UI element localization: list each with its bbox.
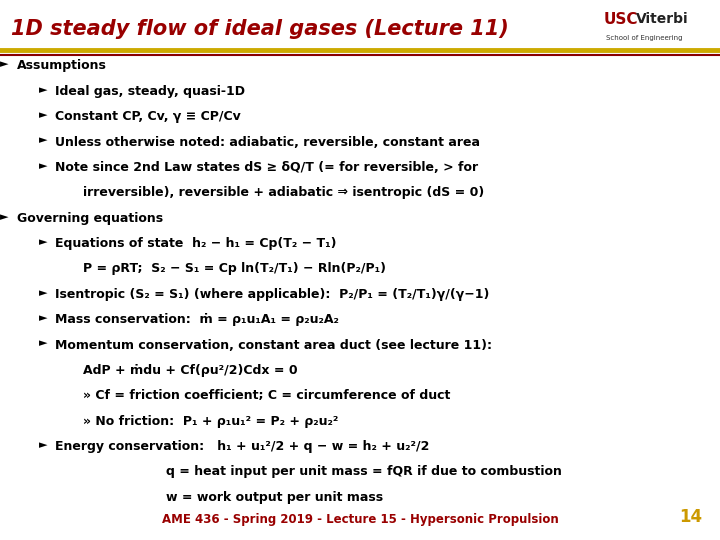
Text: AME 436 - Spring 2019 - Lecture 15 - Hypersonic Propulsion: AME 436 - Spring 2019 - Lecture 15 - Hyp… <box>161 514 559 526</box>
Text: Ideal gas, steady, quasi-1D: Ideal gas, steady, quasi-1D <box>55 85 246 98</box>
Text: ►: ► <box>39 85 48 95</box>
Text: ►: ► <box>39 237 48 247</box>
Text: Energy conservation:   h₁ + u₁²/2 + q − w = h₂ + u₂²/2: Energy conservation: h₁ + u₁²/2 + q − w … <box>55 440 430 453</box>
Text: 1D steady flow of ideal gases (Lecture 11): 1D steady flow of ideal gases (Lecture 1… <box>11 19 508 39</box>
Text: Assumptions: Assumptions <box>17 59 107 72</box>
Text: Isentropic (S₂ = S₁) (where applicable):  P₂/P₁ = (T₂/T₁)γ/(γ−1): Isentropic (S₂ = S₁) (where applicable):… <box>55 288 490 301</box>
Text: ►: ► <box>0 212 9 222</box>
Text: P = ρRT;  S₂ − S₁ = Cp ln(T₂/T₁) − Rln(P₂/P₁): P = ρRT; S₂ − S₁ = Cp ln(T₂/T₁) − Rln(P₂… <box>83 262 386 275</box>
Text: q = heat input per unit mass = fQR if due to combustion: q = heat input per unit mass = fQR if du… <box>166 465 562 478</box>
Text: Equations of state  h₂ − h₁ = Cp(T₂ − T₁): Equations of state h₂ − h₁ = Cp(T₂ − T₁) <box>55 237 337 250</box>
Text: Constant CP, Cv, γ ≡ CP/Cv: Constant CP, Cv, γ ≡ CP/Cv <box>55 110 241 123</box>
Text: ►: ► <box>39 313 48 323</box>
Text: ►: ► <box>39 339 48 349</box>
Text: ►: ► <box>39 161 48 171</box>
Text: USC: USC <box>603 12 638 27</box>
Text: » Cf = friction coefficient; C = circumference of duct: » Cf = friction coefficient; C = circumf… <box>83 389 450 402</box>
Text: ►: ► <box>39 440 48 450</box>
Text: Note since 2nd Law states dS ≥ δQ/T (= for reversible, > for: Note since 2nd Law states dS ≥ δQ/T (= f… <box>55 161 479 174</box>
Text: School of Engineering: School of Engineering <box>606 35 682 40</box>
Text: » No friction:  P₁ + ρ₁u₁² = P₂ + ρ₂u₂²: » No friction: P₁ + ρ₁u₁² = P₂ + ρ₂u₂² <box>83 415 338 428</box>
Text: 14: 14 <box>679 509 702 526</box>
Text: ►: ► <box>39 288 48 298</box>
Text: w = work output per unit mass: w = work output per unit mass <box>166 491 383 504</box>
Text: ►: ► <box>0 59 9 70</box>
Text: ►: ► <box>39 110 48 120</box>
Text: ►: ► <box>39 136 48 146</box>
Text: Governing equations: Governing equations <box>17 212 163 225</box>
Text: AdP + ṁdu + Cf(ρu²/2)Cdx = 0: AdP + ṁdu + Cf(ρu²/2)Cdx = 0 <box>83 364 297 377</box>
Text: Unless otherwise noted: adiabatic, reversible, constant area: Unless otherwise noted: adiabatic, rever… <box>55 136 480 148</box>
Text: Viterbi: Viterbi <box>636 12 688 26</box>
Text: irreversible), reversible + adiabatic ⇒ isentropic (dS = 0): irreversible), reversible + adiabatic ⇒ … <box>83 186 484 199</box>
Text: Mass conservation:  ṁ = ρ₁u₁A₁ = ρ₂u₂A₂: Mass conservation: ṁ = ρ₁u₁A₁ = ρ₂u₂A₂ <box>55 313 339 326</box>
Text: Momentum conservation, constant area duct (see lecture 11):: Momentum conservation, constant area duc… <box>55 339 492 352</box>
